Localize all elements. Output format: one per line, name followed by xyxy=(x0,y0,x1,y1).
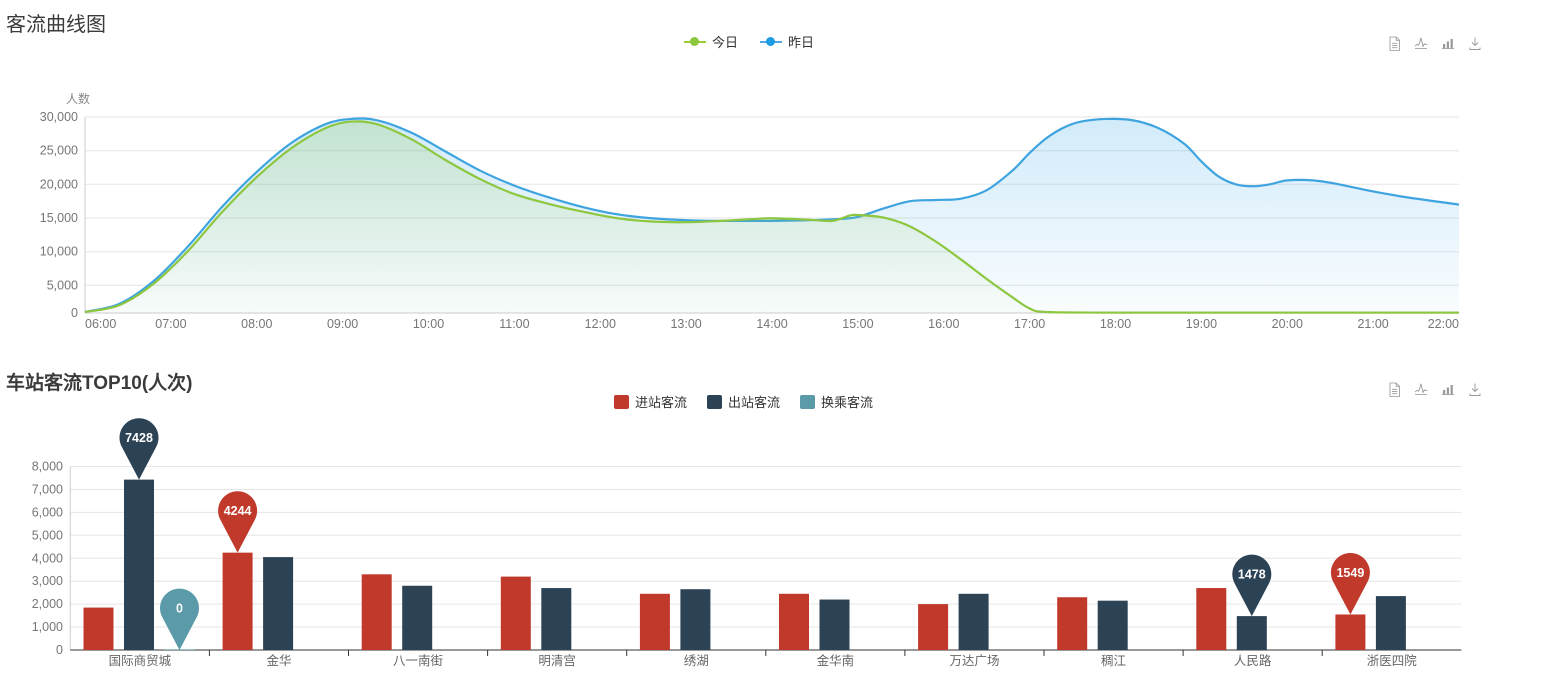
svg-text:人民路: 人民路 xyxy=(1234,653,1272,668)
svg-text:4,000: 4,000 xyxy=(32,551,63,565)
svg-text:浙医四院: 浙医四院 xyxy=(1367,653,1418,668)
svg-text:万达广场: 万达广场 xyxy=(949,654,999,668)
svg-text:八一南街: 八一南街 xyxy=(393,653,443,668)
svg-text:稠江: 稠江 xyxy=(1101,654,1126,668)
svg-text:7428: 7428 xyxy=(125,431,153,445)
svg-text:明清宫: 明清宫 xyxy=(538,653,576,668)
svg-text:6,000: 6,000 xyxy=(32,505,63,519)
svg-text:7,000: 7,000 xyxy=(32,482,63,496)
svg-text:1478: 1478 xyxy=(1238,567,1266,581)
svg-text:5,000: 5,000 xyxy=(32,528,63,542)
svg-text:0: 0 xyxy=(176,601,183,615)
svg-text:国际商贸城: 国际商贸城 xyxy=(109,653,172,668)
svg-text:1549: 1549 xyxy=(1336,566,1364,580)
svg-text:金华南: 金华南 xyxy=(817,653,855,668)
svg-text:绣湖: 绣湖 xyxy=(684,653,709,668)
svg-text:3,000: 3,000 xyxy=(32,574,63,588)
svg-text:4244: 4244 xyxy=(224,504,252,518)
svg-text:0: 0 xyxy=(56,643,63,657)
svg-text:1,000: 1,000 xyxy=(32,620,63,634)
svg-text:2,000: 2,000 xyxy=(32,597,63,611)
svg-text:金华: 金华 xyxy=(266,653,291,668)
svg-text:8,000: 8,000 xyxy=(32,460,63,474)
